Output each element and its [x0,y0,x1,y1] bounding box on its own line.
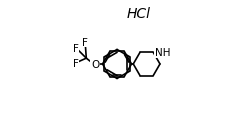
Text: NH: NH [155,48,170,58]
Text: F: F [82,38,88,47]
Text: HCl: HCl [127,7,151,21]
Text: O: O [91,59,99,69]
Text: F: F [73,58,79,68]
Text: F: F [73,43,79,53]
